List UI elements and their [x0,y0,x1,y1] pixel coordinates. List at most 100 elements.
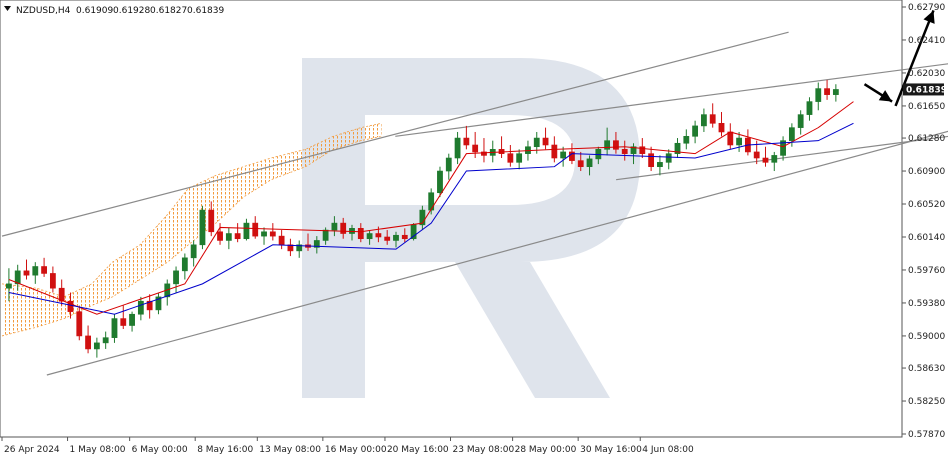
candle [234,223,241,243]
candle-body [516,153,523,163]
candle [507,144,514,167]
x-tick-label: 28 May 00:00 [515,445,577,455]
trend-line-3 [395,63,948,137]
candle-body [49,273,56,289]
candle [252,216,259,239]
candle-body [454,137,461,159]
candle-body [586,158,593,167]
y-tick-label: 0.62030 [908,69,945,79]
candle-body [349,228,355,234]
candle [604,127,611,156]
candles [6,79,839,358]
candle-body [437,170,443,194]
candle [217,223,223,245]
y-tick-label: 0.62410 [908,36,945,46]
arrow-head [878,90,893,102]
time-axis[interactable]: 26 Apr 2024 1 May 08:00 6 May 00:00 8 May 1… [1,437,694,455]
candle [208,201,215,237]
candle [349,224,355,241]
candle [445,153,452,180]
candle [560,146,567,167]
candle [665,149,672,170]
candle-body [771,155,778,163]
price-axis[interactable]: 0.62790 0.62410 0.62030 0.61650 0.61280 0.609… [902,3,945,440]
y-tick-label: 0.58630 [908,364,945,374]
candle-body [797,114,804,128]
candle [313,236,320,254]
candle [657,155,663,176]
x-tick-label: 16 May 00:00 [325,445,387,455]
candle [489,140,496,163]
candle [744,129,751,156]
candle [225,227,232,250]
candle-body [445,157,452,172]
candle [296,240,303,258]
candle [278,230,285,250]
x-tick-label: 6 May 00:00 [132,445,188,455]
candle [155,292,162,315]
ohlc-high: 0.61928 [113,6,150,16]
candle-body [366,233,373,240]
candle-body [14,270,21,285]
candle-body [155,296,162,311]
candle-body [252,222,259,237]
candle-body [727,131,734,146]
current-price-tag: 0.61839 [903,83,947,96]
indicator-lines [8,101,854,315]
candle [181,253,188,280]
y-tick-label: 0.58250 [908,397,945,407]
dropdown-triangle-icon[interactable] [4,6,11,11]
candle [797,110,804,135]
y-tick-label: 0.60900 [908,167,945,177]
x-tick-label: 1 May 08:00 [70,445,126,455]
candle [437,166,443,198]
candle-body [674,142,681,154]
candle [832,84,839,102]
candle-body [85,335,91,350]
candle-body [357,228,364,240]
x-tick-label: 4 Jun 08:00 [642,445,694,455]
candle-body [762,157,769,163]
candle [419,205,426,231]
candle [718,112,725,137]
candle-body [296,244,303,252]
chart-header: NZDUSD,H4 0.61909 0.61928 0.61827 0.6183… [4,6,224,16]
candle [516,149,523,170]
candle [586,155,593,176]
candle-body [788,127,795,141]
candle-body [701,114,707,127]
candle-body [58,287,65,302]
candle-body [577,160,584,167]
candle [780,136,786,161]
arrow-shaft [894,10,935,107]
candle-body [269,231,276,237]
candle [58,279,65,306]
candle [806,97,813,121]
trend-line-1 [1,31,789,237]
candle-body [753,151,760,159]
candle [357,223,364,243]
candle [384,230,391,245]
candle-body [780,140,786,156]
candle [683,129,690,150]
candle-body [401,234,408,240]
x-tick-label: 23 May 08:00 [453,445,515,455]
candle-body [463,137,470,146]
candle-body [692,125,699,137]
candle-body [234,233,241,240]
forecast-arrows [863,10,935,107]
candle-body [472,144,479,153]
candle-body [287,244,294,252]
candle-body [181,257,188,272]
ohlc-close: 0.61839 [187,6,224,16]
candle-body [736,137,742,146]
candle-body [639,146,646,154]
candle-body [824,88,830,95]
candle-body [665,153,672,163]
candle [23,259,30,280]
y-tick-label: 0.61280 [908,134,945,144]
y-tick-label: 0.57870 [908,430,945,440]
candle-body [709,114,716,124]
candle [243,218,250,241]
